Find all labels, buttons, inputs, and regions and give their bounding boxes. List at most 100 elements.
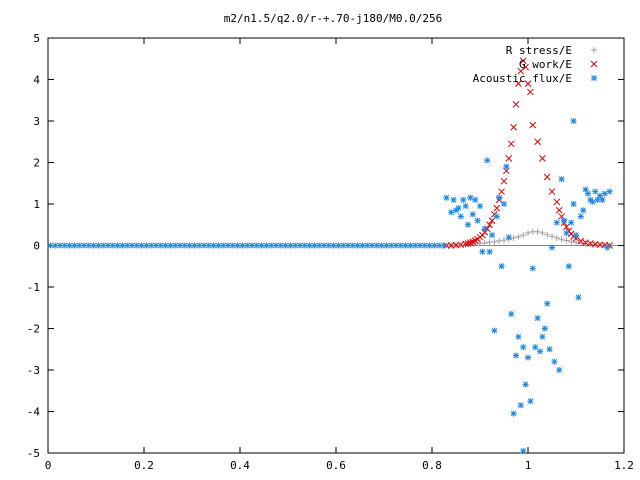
y-tick-label: -2 [27,323,40,336]
data-point [114,242,121,249]
data-point [249,242,255,249]
data-point [513,352,519,359]
data-point [553,235,560,242]
data-point [570,201,577,207]
data-point [153,242,159,249]
data-point [421,242,428,249]
data-point [582,186,589,193]
data-point [191,242,198,249]
data-point [105,242,111,249]
data-point [544,231,551,238]
data-point [507,140,515,148]
data-point [527,398,534,405]
data-point [321,242,327,249]
data-point [546,346,553,353]
data-point [539,333,546,340]
data-point [349,242,356,249]
legend-marker [591,75,597,81]
data-point [510,410,517,417]
data-point [556,367,563,373]
data-point [585,190,591,197]
data-point [277,242,284,249]
data-point [167,242,174,249]
data-point [525,354,531,361]
data-point [407,242,414,249]
x-tick-label: 0.8 [422,459,442,472]
data-point [172,242,179,249]
data-point [493,213,500,220]
legend-label: G work/E [519,58,572,71]
x-axis: 0 0.2 0.4 0.6 0.8 1 1.2 [45,38,634,472]
data-point [369,242,375,249]
data-point [606,188,613,195]
data-point [90,242,97,249]
data-point [481,240,488,247]
data-point [443,194,450,201]
data-point [460,196,467,203]
data-point [524,80,532,88]
y-tick-label: -5 [27,447,40,460]
data-point [479,248,486,255]
data-point [457,213,464,220]
data-point [522,63,529,71]
data-point [474,217,481,224]
data-point [388,242,395,249]
y-tick-label: 1 [33,198,40,211]
data-point [253,242,260,249]
data-point [450,196,457,203]
data-point [532,344,539,351]
data-point [563,237,570,244]
data-point [527,88,534,96]
data-point [549,244,555,251]
data-point [143,242,150,249]
y-tick-label: 2 [33,157,40,170]
data-point [133,242,140,249]
data-point [215,242,222,249]
data-point [311,242,318,249]
data-point [138,242,145,249]
data-point [426,242,433,249]
data-point [477,203,483,210]
data-point [491,327,498,334]
data-point [522,381,529,388]
data-point [568,238,575,245]
data-point [76,242,83,249]
data-point [577,237,585,245]
data-point [515,233,522,240]
data-point [287,242,294,249]
y-tick-label: -1 [27,281,40,294]
data-point [124,242,131,249]
data-point [210,242,217,249]
data-point [520,447,527,454]
data-point [493,204,501,212]
data-point [464,240,472,247]
data-point [553,219,560,226]
data-point [52,242,59,249]
data-point [481,225,488,232]
data-point [508,310,515,317]
data-point [397,242,404,249]
data-point [431,242,438,249]
data-point [520,232,527,239]
x-tick-label: 0.6 [326,459,346,472]
x-tick-label: 0 [45,459,52,472]
data-point [325,242,332,249]
data-point [551,358,558,365]
data-point [205,242,212,249]
data-point [496,237,503,244]
data-point [220,242,227,249]
x-tick-label: 1 [525,459,532,472]
data-point [436,242,443,249]
data-point [157,242,164,249]
data-point [500,177,508,185]
data-point [496,194,503,201]
data-point [563,230,570,237]
data-point [402,242,409,249]
data-point [239,242,246,249]
data-point [373,242,380,249]
data-point [186,242,193,249]
data-point [519,57,527,65]
data-point [489,232,495,239]
data-point [484,157,491,164]
